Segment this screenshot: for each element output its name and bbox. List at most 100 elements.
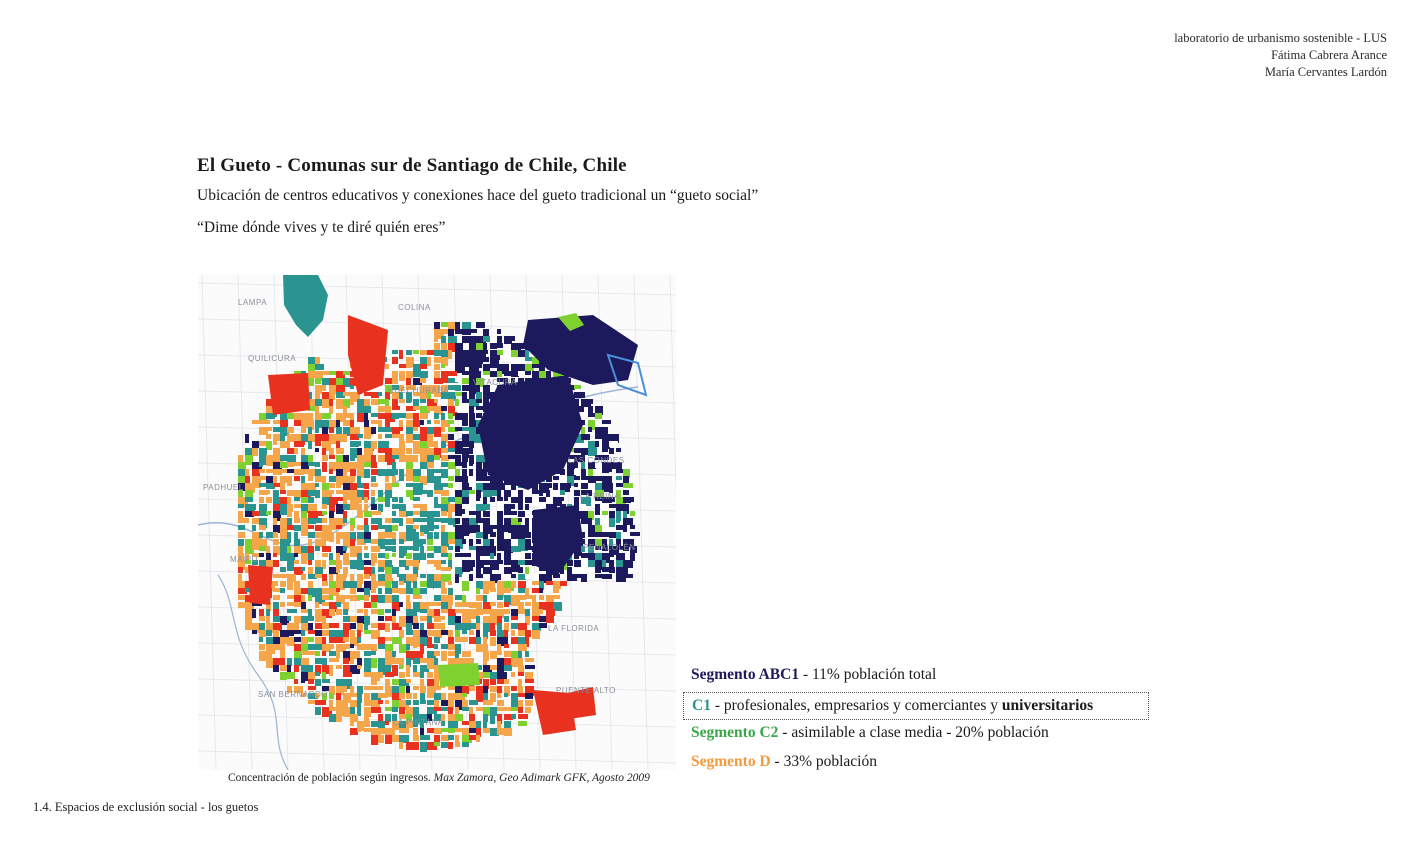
map-block (392, 721, 401, 730)
map-block (238, 588, 247, 594)
map-block (427, 644, 434, 648)
map-block (392, 651, 396, 657)
map-block (392, 665, 398, 673)
map-block (294, 616, 301, 623)
map-block (273, 539, 279, 545)
map-block (385, 721, 389, 725)
map-block (427, 679, 436, 687)
map-block (455, 651, 459, 661)
map-block (322, 455, 328, 461)
map-block (483, 518, 490, 528)
map-block (413, 525, 419, 529)
map-block (322, 539, 326, 548)
map-block (518, 595, 526, 600)
map-block (532, 595, 536, 602)
map-block (371, 504, 377, 510)
map-block (336, 588, 340, 592)
map-block (392, 350, 398, 354)
map-block (371, 700, 380, 709)
map-block (315, 357, 320, 367)
map-block (483, 357, 489, 362)
map-block (483, 630, 488, 639)
map-block (350, 483, 357, 491)
map-block (245, 490, 253, 497)
map-block (378, 637, 385, 647)
map-block (280, 553, 288, 561)
map-block (322, 588, 329, 594)
map-block (462, 595, 466, 603)
map-block (469, 721, 478, 731)
map-block (273, 427, 283, 432)
map-block (329, 385, 336, 394)
map-block (504, 497, 508, 501)
map-block (406, 658, 411, 667)
map-block (329, 553, 333, 560)
map-block (616, 448, 621, 452)
map-block (504, 490, 511, 497)
map-block (406, 616, 415, 625)
map-block (462, 399, 470, 403)
map-block (476, 623, 480, 631)
map-block (623, 539, 633, 547)
map-block (343, 553, 349, 560)
map-block (518, 637, 525, 647)
map-block (490, 539, 494, 548)
map-block (434, 378, 443, 384)
map-block (588, 518, 592, 527)
map-block (378, 399, 385, 404)
map-block (371, 574, 376, 582)
map-block (497, 623, 502, 632)
map-block (434, 672, 441, 679)
map-block (238, 469, 245, 477)
map-block (427, 385, 435, 394)
map-block (574, 399, 579, 406)
map-block (434, 595, 442, 601)
map-block (476, 364, 482, 368)
map-block (273, 602, 279, 610)
map-block (308, 581, 313, 591)
map-block (427, 441, 437, 447)
map-block (602, 427, 608, 434)
map-block (518, 343, 527, 349)
map-block (469, 455, 474, 464)
map-block (420, 441, 429, 448)
map-block (273, 434, 281, 441)
map-block (504, 364, 509, 371)
map-block (483, 539, 490, 548)
map-block (273, 413, 277, 417)
map-block (462, 574, 467, 581)
map-block (490, 490, 497, 496)
map-block (294, 441, 304, 447)
map-block (364, 609, 368, 616)
map-block (413, 637, 423, 647)
map-block (329, 399, 333, 406)
map-block (483, 707, 491, 716)
map-block (609, 518, 615, 527)
map-block (476, 385, 480, 392)
map-block (238, 567, 243, 573)
map-block (392, 378, 398, 384)
map-block (399, 476, 404, 481)
map-block (406, 595, 410, 605)
map-block (490, 588, 496, 592)
map-block (399, 721, 407, 730)
map-block (560, 574, 566, 578)
map-block (378, 532, 385, 541)
map-block (476, 735, 480, 742)
map-block (602, 462, 612, 472)
map-block (476, 574, 485, 578)
map-block (434, 497, 438, 507)
map-block (581, 462, 585, 470)
map-block (483, 497, 487, 505)
map-block (413, 469, 421, 476)
map-block (301, 490, 311, 499)
map-block (448, 448, 455, 452)
map-block (371, 525, 378, 530)
map-block (385, 567, 393, 575)
map-block (252, 532, 262, 541)
map-block (343, 518, 347, 523)
map-block (420, 553, 426, 561)
map-block (490, 623, 495, 630)
map-block (259, 469, 265, 473)
map-block (378, 539, 385, 549)
